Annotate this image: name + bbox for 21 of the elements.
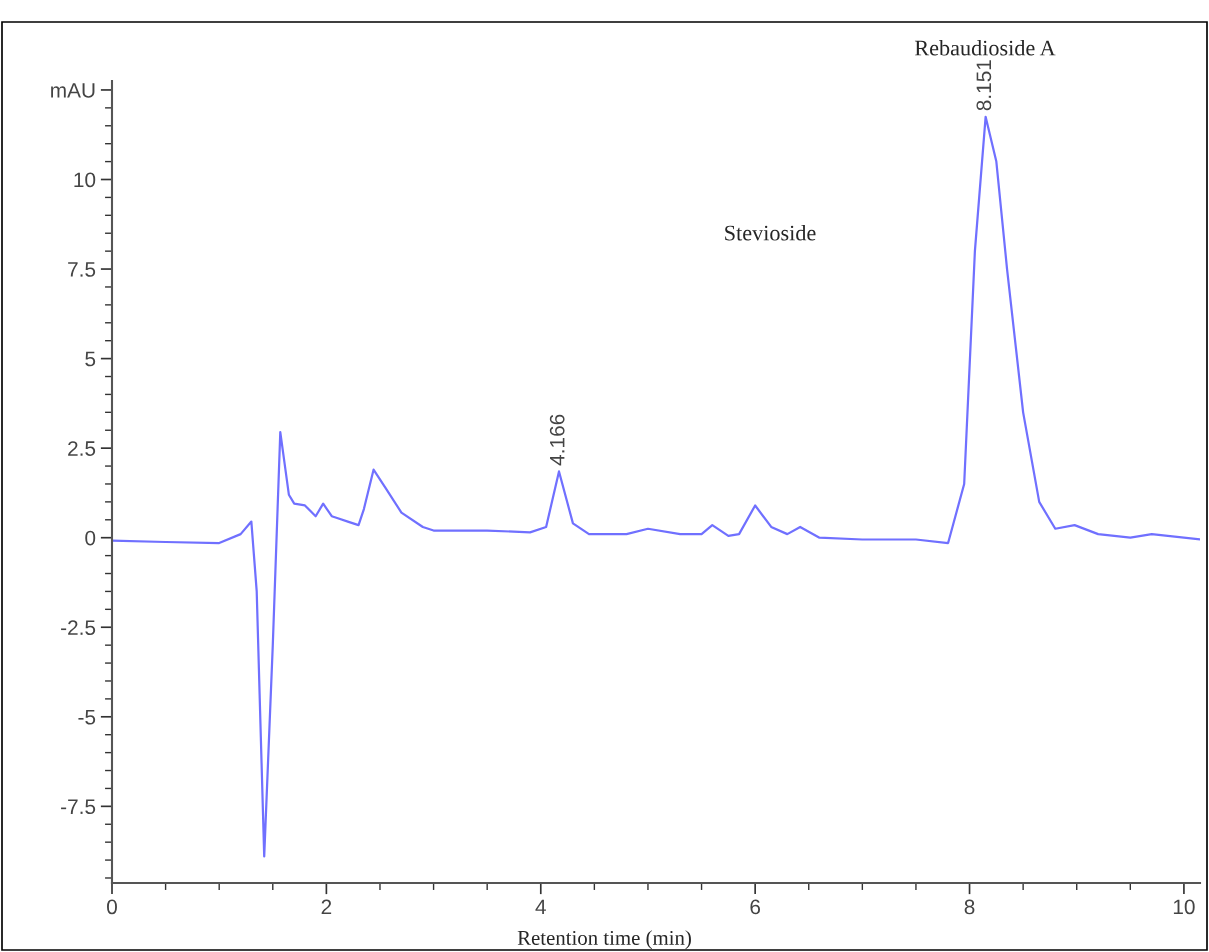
x-tick-label: 6 [750, 899, 761, 915]
y-tick-label: mAU [51, 83, 95, 98]
x-axis-title: Retention time (min) [517, 930, 691, 950]
x-tick-label: 4 [535, 899, 546, 915]
y-tick-label: 5 [85, 351, 96, 367]
x-tick-label: 8 [964, 899, 975, 915]
annotation: 4.166 [549, 414, 565, 466]
y-tick-label: -2.5 [61, 620, 96, 635]
y-tick-label: -7.5 [61, 799, 96, 815]
x-tick-label: 2 [321, 899, 332, 915]
y-tick-label: 10 [74, 172, 96, 188]
y-tick-label: 7.5 [68, 262, 96, 277]
x-tick-label: 10 [1173, 899, 1195, 915]
y-tick-label: -5 [78, 710, 96, 725]
x-tick-label: 0 [107, 899, 117, 915]
y-tick-label: 0 [85, 530, 96, 546]
text: Rebaudioside A [914, 39, 1056, 56]
annotation: Stevioside [725, 224, 816, 241]
line-series [112, 115, 1200, 858]
annotation: 8.151 [976, 60, 992, 111]
y-tick-label: 2.5 [68, 441, 96, 456]
